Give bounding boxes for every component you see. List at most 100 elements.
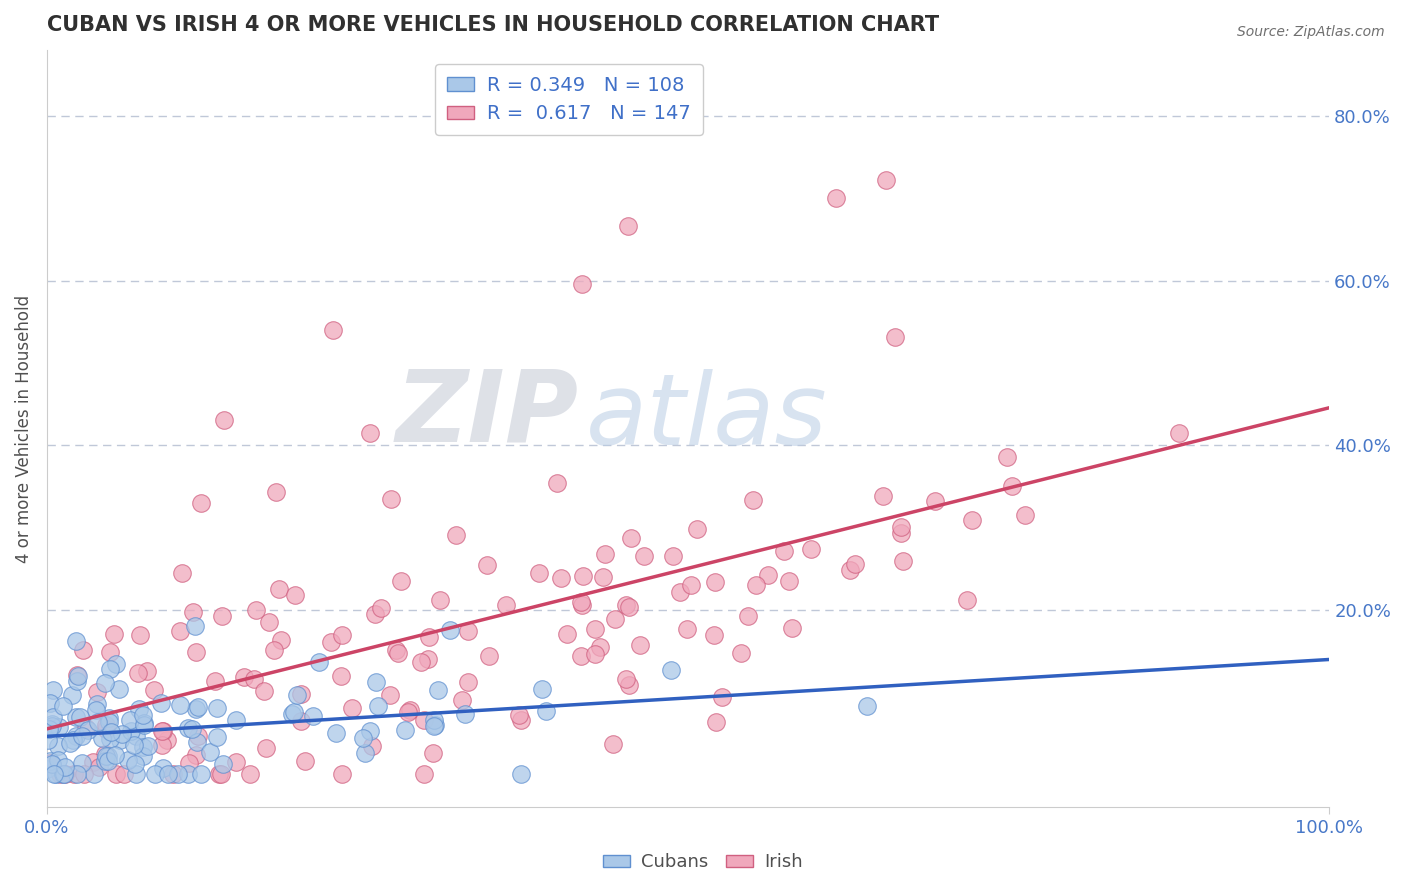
Point bbox=[187, 700, 209, 714]
Point bbox=[205, 731, 228, 745]
Point bbox=[531, 681, 554, 696]
Point bbox=[94, 722, 117, 736]
Text: CUBAN VS IRISH 4 OR MORE VEHICLES IN HOUSEHOLD CORRELATION CHART: CUBAN VS IRISH 4 OR MORE VEHICLES IN HOU… bbox=[46, 15, 939, 35]
Point bbox=[730, 646, 752, 660]
Point bbox=[510, 767, 533, 781]
Point bbox=[83, 767, 105, 781]
Point bbox=[190, 767, 212, 781]
Point bbox=[124, 767, 146, 781]
Point bbox=[63, 767, 86, 781]
Point bbox=[41, 757, 63, 772]
Point bbox=[66, 668, 89, 682]
Point bbox=[572, 569, 595, 583]
Point bbox=[589, 640, 612, 654]
Point bbox=[205, 700, 228, 714]
Point bbox=[52, 767, 75, 781]
Point bbox=[364, 607, 387, 621]
Point bbox=[42, 682, 65, 697]
Point bbox=[177, 721, 200, 735]
Point bbox=[662, 549, 685, 563]
Point bbox=[125, 729, 148, 743]
Point bbox=[439, 623, 461, 637]
Point bbox=[583, 622, 606, 636]
Point bbox=[875, 172, 897, 186]
Point bbox=[302, 708, 325, 723]
Point bbox=[93, 747, 115, 762]
Point bbox=[290, 714, 312, 729]
Point bbox=[225, 755, 247, 769]
Point bbox=[108, 733, 131, 747]
Point bbox=[41, 717, 63, 731]
Point bbox=[614, 598, 637, 612]
Point bbox=[183, 606, 205, 620]
Point bbox=[745, 577, 768, 591]
Point bbox=[132, 740, 155, 755]
Point bbox=[703, 628, 725, 642]
Legend: R = 0.349   N = 108, R =  0.617   N = 147: R = 0.349 N = 108, R = 0.617 N = 147 bbox=[434, 64, 703, 135]
Point bbox=[352, 731, 374, 746]
Point bbox=[118, 713, 141, 727]
Point bbox=[152, 761, 174, 775]
Point bbox=[42, 710, 65, 724]
Point bbox=[132, 718, 155, 732]
Point bbox=[46, 753, 69, 767]
Point bbox=[322, 323, 344, 337]
Point bbox=[778, 574, 800, 588]
Point bbox=[53, 767, 76, 781]
Text: ZIP: ZIP bbox=[396, 365, 579, 462]
Point bbox=[340, 701, 363, 715]
Point bbox=[571, 277, 593, 291]
Point bbox=[104, 747, 127, 762]
Point bbox=[128, 702, 150, 716]
Point bbox=[184, 702, 207, 716]
Point bbox=[49, 767, 72, 781]
Point bbox=[38, 696, 60, 710]
Point bbox=[112, 767, 135, 781]
Point bbox=[856, 699, 879, 714]
Point bbox=[45, 767, 67, 781]
Point bbox=[396, 705, 419, 719]
Point bbox=[97, 749, 120, 764]
Point bbox=[423, 717, 446, 731]
Point bbox=[602, 737, 624, 751]
Point bbox=[418, 630, 440, 644]
Point bbox=[756, 567, 779, 582]
Point bbox=[38, 722, 60, 736]
Point bbox=[239, 767, 262, 781]
Point bbox=[413, 767, 436, 781]
Point bbox=[72, 729, 94, 743]
Point bbox=[76, 723, 98, 737]
Point bbox=[90, 731, 112, 745]
Point bbox=[107, 681, 129, 696]
Point bbox=[72, 756, 94, 770]
Point bbox=[478, 649, 501, 664]
Point bbox=[86, 685, 108, 699]
Point bbox=[380, 491, 402, 506]
Point bbox=[124, 757, 146, 772]
Point bbox=[253, 684, 276, 698]
Point bbox=[37, 733, 59, 747]
Point bbox=[595, 547, 617, 561]
Point bbox=[583, 647, 606, 661]
Point bbox=[177, 767, 200, 781]
Point bbox=[385, 643, 408, 657]
Point bbox=[135, 664, 157, 678]
Point bbox=[211, 609, 233, 624]
Point bbox=[52, 699, 75, 714]
Point bbox=[399, 703, 422, 717]
Point bbox=[359, 724, 381, 739]
Point bbox=[422, 746, 444, 760]
Point bbox=[550, 571, 572, 585]
Point bbox=[330, 767, 353, 781]
Point bbox=[800, 541, 823, 556]
Point bbox=[378, 688, 401, 702]
Point bbox=[325, 726, 347, 740]
Point bbox=[330, 628, 353, 642]
Point bbox=[65, 729, 87, 743]
Point bbox=[179, 756, 201, 771]
Point bbox=[890, 520, 912, 534]
Point bbox=[131, 708, 153, 723]
Point bbox=[782, 621, 804, 635]
Point bbox=[245, 602, 267, 616]
Point bbox=[66, 669, 89, 683]
